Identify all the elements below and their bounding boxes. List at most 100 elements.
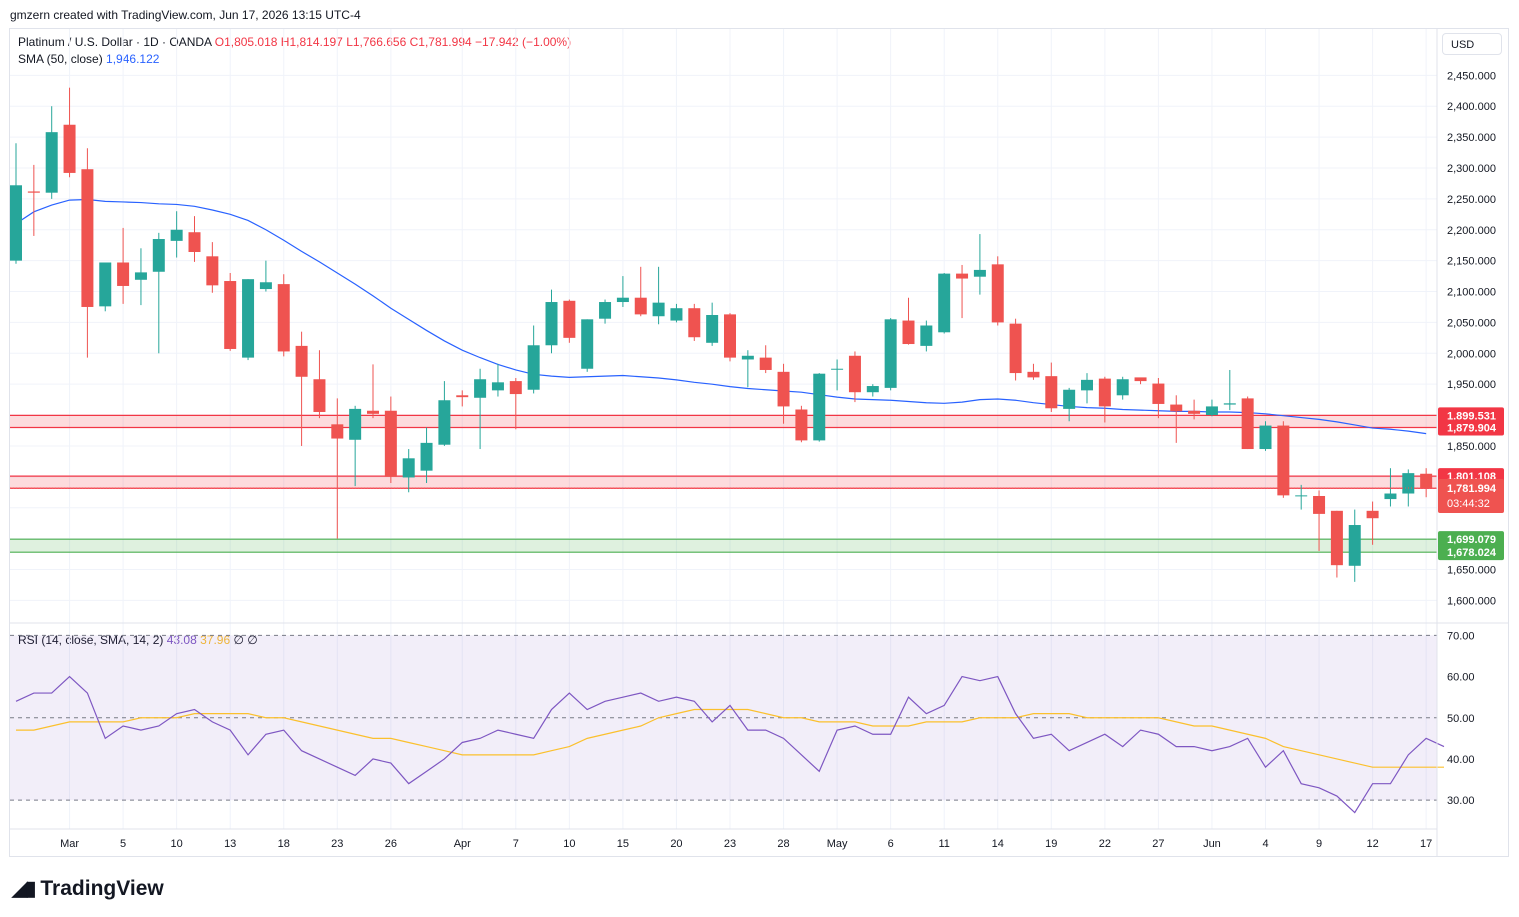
candle-body <box>438 400 451 445</box>
candle-body <box>242 279 255 358</box>
candle-body <box>367 410 379 414</box>
current-price-label: 1,781.994 03:44:32 <box>10 478 1504 513</box>
candle <box>759 345 772 374</box>
time-tick-label: 14 <box>992 838 1004 850</box>
tradingview-logo-text: TradingView <box>40 876 164 900</box>
candle-body <box>1420 473 1433 488</box>
candle <box>545 289 558 354</box>
candle-body <box>652 302 665 317</box>
candle-body <box>313 379 326 412</box>
time-tick-label: 20 <box>670 838 682 850</box>
candle-body <box>581 319 594 369</box>
candle-body <box>10 185 22 261</box>
time-tick-label: 27 <box>1152 838 1164 850</box>
candle <box>1420 468 1433 498</box>
price-tick-label: 1,600.000 <box>1447 595 1496 607</box>
candle <box>1188 399 1201 420</box>
candle-body <box>1259 425 1272 450</box>
candle-body <box>456 395 469 398</box>
candle-body <box>1384 493 1397 500</box>
price-tick-label: 2,150.000 <box>1447 256 1496 268</box>
resistance-zone <box>10 476 1437 489</box>
candle <box>63 87 76 178</box>
candle-body <box>1027 371 1040 378</box>
rsi-tick-label: 50.00 <box>1447 713 1475 725</box>
candle <box>1152 378 1165 419</box>
candle-body <box>81 169 94 307</box>
candle <box>1009 318 1022 381</box>
candle <box>188 216 201 262</box>
candle-body <box>152 239 165 272</box>
candle-body <box>706 314 719 343</box>
current-price-bg <box>1438 478 1504 513</box>
support-top-label-bg <box>1438 531 1504 548</box>
sma-legend[interactable]: SMA (50, close) 1,946.122 <box>18 52 159 66</box>
support-top-label: 1,699.079 <box>1438 531 1504 548</box>
high-value: H1,814.197 <box>280 35 343 49</box>
price-tick-label: 2,300.000 <box>1447 163 1496 175</box>
price-tick-label: 2,450.000 <box>1447 70 1496 82</box>
candle-body <box>188 232 201 252</box>
candle-body <box>1295 495 1308 497</box>
time-tick-label: 23 <box>724 838 736 850</box>
candle <box>384 396 397 484</box>
candle-body <box>688 308 701 338</box>
candle <box>599 299 612 324</box>
candle <box>10 143 22 264</box>
candle <box>295 331 308 446</box>
candle <box>652 266 665 325</box>
rsi-legend[interactable]: RSI (14, close, SMA, 14, 2) 43.08 37.96 … <box>18 633 258 647</box>
support-bottom-label-text: 1,678.024 <box>1447 547 1497 559</box>
candle-body <box>27 191 40 193</box>
rsi-ma-value: 37.96 <box>200 633 231 647</box>
candle <box>1295 484 1308 510</box>
change-value: −17.942 (−1.00%) <box>475 35 572 49</box>
time-tick-label: 17 <box>1420 838 1432 850</box>
candle <box>509 378 522 430</box>
candle <box>117 227 130 304</box>
sma-label: SMA (50, close) <box>18 52 103 66</box>
candle <box>884 318 897 391</box>
support-zone <box>10 539 1437 553</box>
candle <box>313 350 326 419</box>
candle-body <box>384 410 397 477</box>
time-tick-label: 19 <box>1045 838 1057 850</box>
candle-body <box>759 357 772 370</box>
candles <box>10 87 1433 582</box>
time-tick-label: 28 <box>777 838 789 850</box>
candle-body <box>1223 403 1236 405</box>
candle-body <box>1098 378 1111 407</box>
candle-body <box>741 355 754 360</box>
time-tick-label: 12 <box>1366 838 1378 850</box>
candle <box>1134 377 1147 385</box>
price-tick-label: 2,250.000 <box>1447 194 1496 206</box>
price-tick-label: 2,400.000 <box>1447 101 1496 113</box>
candle <box>973 234 986 295</box>
resistance-bottom-label-bg <box>1438 419 1504 436</box>
candle-body <box>777 371 790 407</box>
time-tick-label: Mar <box>60 838 79 850</box>
candle <box>741 350 754 388</box>
time-tick-label: 11 <box>938 838 949 850</box>
candle <box>420 427 433 484</box>
candle <box>920 320 933 352</box>
rsi-ma-line <box>16 708 1444 768</box>
candle <box>1330 510 1343 578</box>
candle <box>259 260 272 292</box>
currency-selector[interactable]: USD <box>1442 33 1502 55</box>
candle <box>1241 396 1254 450</box>
candle <box>1223 369 1236 411</box>
price-tick-label: 1,950.000 <box>1447 379 1496 391</box>
time-tick-label: Apr <box>454 838 471 850</box>
candle <box>27 164 40 236</box>
time-tick-label: 9 <box>1316 838 1322 850</box>
candle-body <box>1348 525 1361 566</box>
rsi-pane <box>10 622 1508 814</box>
tradingview-logo: ◢▮ TradingView <box>12 876 164 901</box>
countdown-text: 03:44:32 <box>1447 498 1490 510</box>
time-tick-label: 6 <box>888 838 894 850</box>
time-tick-label: Jun <box>1203 838 1221 850</box>
candle-body <box>420 442 433 471</box>
symbol-label[interactable]: Platinum / U.S. Dollar · 1D · OANDA <box>18 35 212 49</box>
